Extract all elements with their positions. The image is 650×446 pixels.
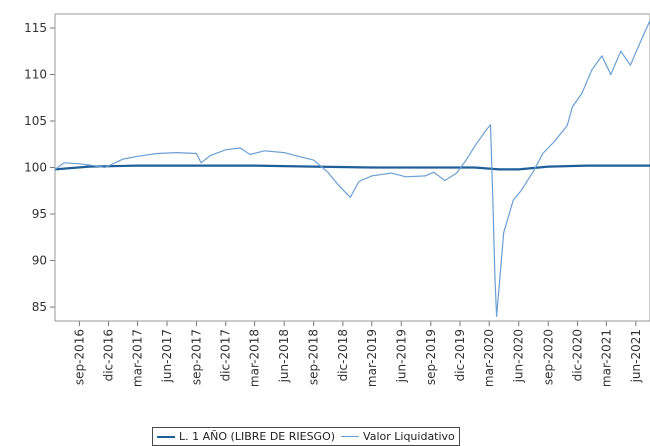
legend-item-nav: Valor Liquidativo (341, 430, 455, 443)
x-tick-label: sep-2018 (307, 329, 321, 385)
x-tick-label: jun-2018 (277, 329, 291, 383)
y-tick-label: 100 (24, 161, 47, 175)
x-tick-label: jun-2017 (160, 329, 174, 383)
y-tick-label: 115 (24, 21, 47, 35)
plot-frame (54, 13, 650, 322)
x-tick-label: dic-2018 (336, 329, 350, 381)
x-tick-label: jun-2020 (512, 329, 526, 383)
y-axis: 85 90 95 100 105 110 115 (24, 21, 55, 314)
y-tick-label: 105 (24, 114, 47, 128)
legend-label-risk-free: L. 1 AÑO (LIBRE DE RIESGO) (179, 430, 336, 443)
x-tick-label: dic-2020 (570, 329, 584, 381)
y-tick-label: 110 (24, 67, 47, 81)
legend-swatch-risk-free (157, 435, 175, 438)
x-tick-label: sep-2017 (190, 329, 204, 385)
x-tick-label: mar-2017 (130, 329, 144, 387)
x-tick-label: sep-2019 (424, 329, 438, 385)
legend-swatch-nav (341, 436, 360, 437)
y-tick-label: 85 (32, 300, 47, 314)
x-tick-label: mar-2021 (599, 329, 613, 387)
x-tick-label: jun-2019 (394, 329, 408, 383)
x-tick-label: dic-2016 (102, 329, 116, 381)
series-line-1 (55, 20, 650, 317)
x-tick-label: sep-2020 (541, 329, 555, 385)
x-tick-label: dic-2017 (219, 329, 233, 381)
x-tick-label: jun-2021 (629, 329, 643, 383)
y-tick-label: 90 (32, 254, 47, 268)
plot-area (54, 13, 650, 322)
x-tick-label: mar-2020 (482, 329, 496, 387)
x-tick-label: mar-2019 (365, 329, 379, 387)
legend-label-nav: Valor Liquidativo (363, 430, 455, 443)
x-tick-label: sep-2016 (72, 329, 86, 385)
legend-item-risk-free: L. 1 AÑO (LIBRE DE RIESGO) (157, 430, 335, 443)
y-tick-label: 95 (32, 207, 47, 221)
legend: L. 1 AÑO (LIBRE DE RIESGO) Valor Liquida… (152, 427, 460, 446)
series-line-0 (55, 164, 650, 171)
x-tick-label: mar-2018 (248, 329, 262, 387)
x-tick-label: dic-2019 (453, 329, 467, 381)
x-axis: sep-2016 dic-2016 mar-2017 jun-2017 sep-2017… (72, 321, 643, 387)
